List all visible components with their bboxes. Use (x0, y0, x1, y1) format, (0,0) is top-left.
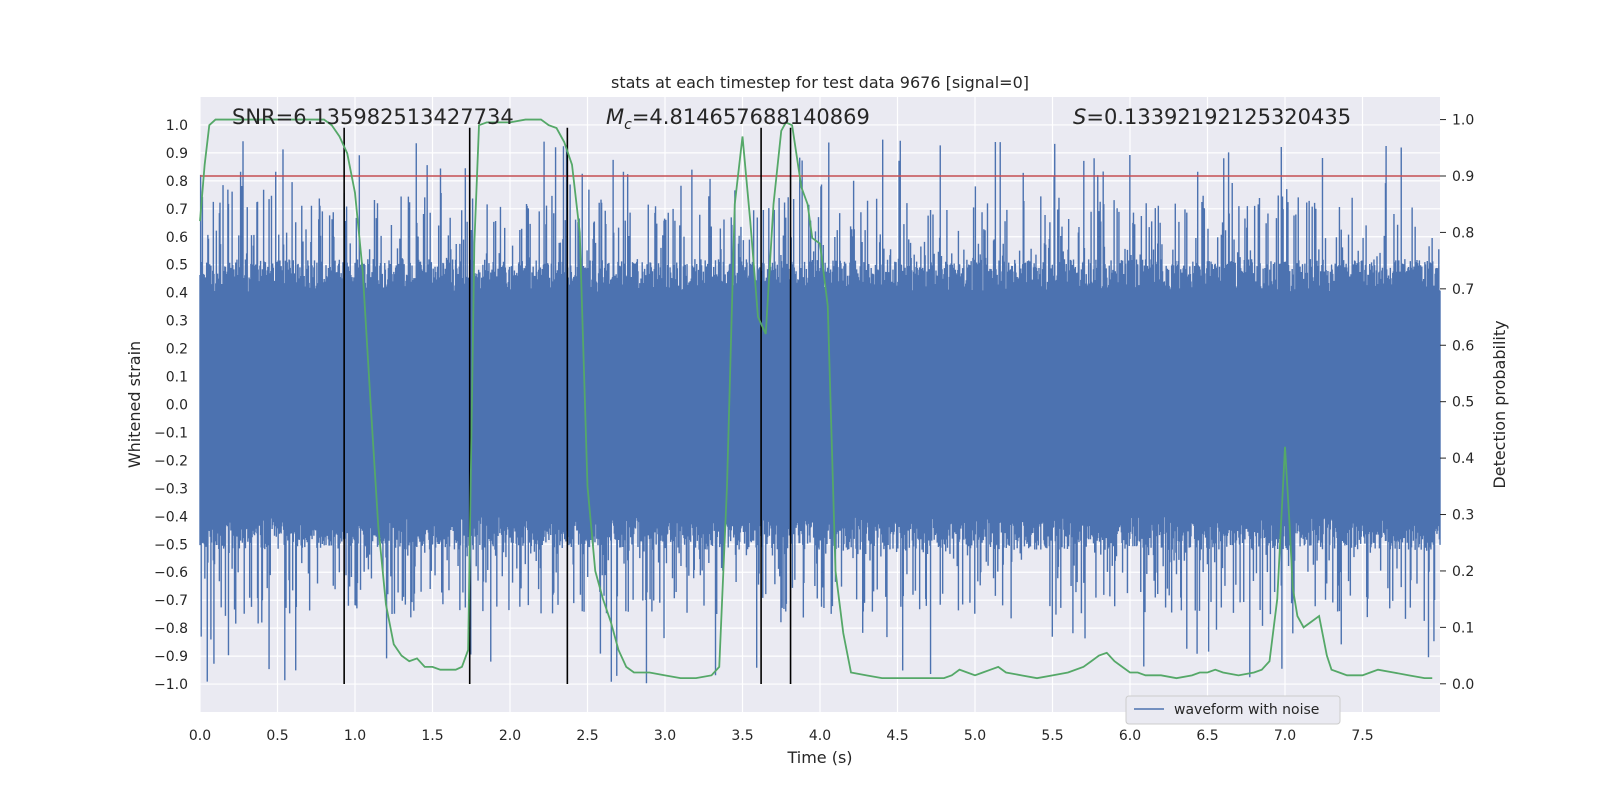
chirp-mass-annotation: Mc=4.814657688140869 (606, 105, 870, 133)
x-tick-label: 6.5 (1196, 728, 1218, 744)
y2-tick-label: 0.8 (1452, 225, 1474, 241)
y2-tick-label: 0.2 (1452, 564, 1474, 580)
y-tick-label: −0.4 (154, 509, 188, 525)
y-tick-label: 0.2 (166, 342, 188, 358)
x-tick-label: 5.0 (964, 728, 986, 744)
x-tick-label: 6.0 (1119, 728, 1141, 744)
x-tick-label: 1.5 (421, 728, 443, 744)
y-tick-label: 1.0 (166, 118, 188, 134)
s-value: =0.13392192125320435 (1086, 105, 1351, 129)
legend: waveform with noise (1125, 695, 1341, 725)
s-symbol: S (1073, 105, 1086, 129)
y-tick-label: 0.3 (166, 314, 188, 330)
x-tick-label: 2.0 (499, 728, 521, 744)
x-tick-label: 0.5 (266, 728, 288, 744)
chirp-mass-subscript: c (624, 117, 632, 133)
y2-tick-label: 0.4 (1452, 451, 1474, 467)
y-tick-label: −0.7 (154, 593, 188, 609)
chirp-mass-value: =4.814657688140869 (632, 105, 870, 129)
y-tick-label: 0.4 (166, 286, 188, 302)
y-tick-label: 0.6 (166, 230, 188, 246)
x-tick-label: 7.5 (1351, 728, 1373, 744)
vertical-lines-layer (343, 127, 792, 685)
y-tick-label: −0.6 (154, 565, 188, 581)
legend-box (1125, 695, 1341, 725)
y-tick-label: −0.8 (154, 621, 188, 637)
x-tick-label: 7.0 (1274, 728, 1296, 744)
waveform-layer (199, 139, 1441, 684)
y-tick-label: 0.7 (166, 202, 188, 218)
y2-tick-label: 1.0 (1452, 113, 1474, 129)
y2-tick-label: 0.5 (1452, 395, 1474, 411)
legend-label: waveform with noise (1174, 702, 1319, 718)
y2-tick-label: 0.3 (1452, 508, 1474, 524)
x-tick-label: 4.0 (809, 728, 831, 744)
detection-probability-line (199, 118, 1433, 680)
chirp-mass-symbol: M (606, 105, 624, 129)
y-tick-label: −1.0 (154, 677, 188, 693)
snr-annotation: SNR=6.135982513427734 (232, 105, 514, 129)
waveform-with-noise-trace (199, 139, 1441, 684)
x-tick-label: 4.5 (886, 728, 908, 744)
y2-tick-label: 0.9 (1452, 169, 1474, 185)
y-tick-label: 0.8 (166, 174, 188, 190)
y-tick-labels: 1.0 0.9 0.8 0.7 0.6 0.5 0.4 0.3 0.2 0.1 0.0 −0.1 −0.… (154, 118, 188, 693)
probability-layer (199, 118, 1433, 680)
y-tick-label: −0.2 (154, 453, 188, 469)
y-tick-label: −0.9 (154, 649, 188, 665)
x-tick-label: 1.0 (344, 728, 366, 744)
y2-tick-label: 0.0 (1452, 677, 1474, 693)
s-annotation: S=0.13392192125320435 (1073, 105, 1351, 129)
x-tick-label: 2.5 (576, 728, 598, 744)
x-tick-labels: 0.0 0.5 1.0 1.5 2.0 2.5 3.0 3.5 4.0 4.5 5.0 5.5 6.0 6… (189, 728, 1374, 744)
x-tick-label: 3.5 (731, 728, 753, 744)
x-axis-label: Time (s) (786, 748, 852, 767)
chart-title: stats at each timestep for test data 967… (611, 73, 1029, 92)
y-tick-label: −0.5 (154, 537, 188, 553)
y-tick-label: −0.3 (154, 481, 188, 497)
y-tick-label: 0.0 (166, 398, 188, 414)
y2-tick-labels: 1.0 0.9 0.8 0.7 0.6 0.5 0.4 0.3 0.2 0.1 0.0 (1440, 113, 1474, 693)
y-axis-label: Whitened strain (125, 341, 144, 468)
y2-tick-label: 0.1 (1452, 620, 1474, 636)
y2-tick-label: 0.6 (1452, 338, 1474, 354)
y-tick-label: −0.1 (154, 425, 188, 441)
y-tick-label: 0.9 (166, 146, 188, 162)
y-tick-label: 0.5 (166, 258, 188, 274)
x-tick-label: 3.0 (654, 728, 676, 744)
y2-tick-label: 0.7 (1452, 282, 1474, 298)
x-tick-label: 5.5 (1041, 728, 1063, 744)
y2-axis-label: Detection probability (1490, 320, 1509, 488)
x-tick-label: 0.0 (189, 728, 211, 744)
y-tick-label: 0.1 (166, 370, 188, 386)
